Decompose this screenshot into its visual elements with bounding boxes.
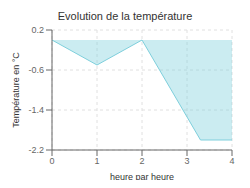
svg-text:heure par heure: heure par heure [110, 172, 174, 180]
svg-text:4: 4 [229, 156, 234, 166]
html-text:Evolution de la température: Evolution de la température [57, 10, 193, 22]
svg-text:-0.6: -0.6 [28, 65, 44, 75]
svg-text:-1.4: -1.4 [28, 105, 44, 115]
svg-text:-2.2: -2.2 [28, 145, 44, 155]
svg-text:1: 1 [94, 156, 99, 166]
svg-text:2: 2 [139, 156, 144, 166]
svg-text:Température en °C: Température en °C [11, 52, 21, 128]
svg-text:3: 3 [184, 156, 189, 166]
svg-text:0: 0 [49, 156, 54, 166]
svg-text:0.2: 0.2 [31, 25, 44, 35]
